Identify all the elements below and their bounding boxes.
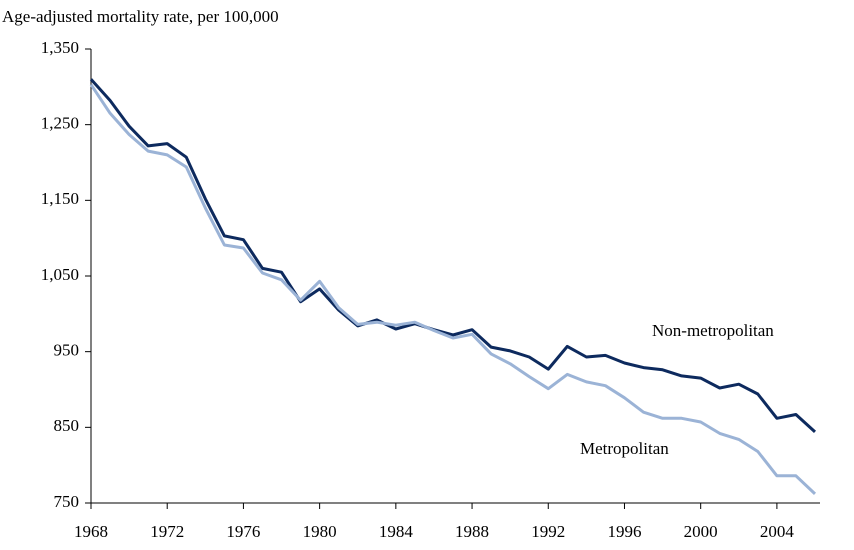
x-tick-label: 1972 bbox=[150, 522, 184, 541]
series-line bbox=[89, 83, 817, 495]
x-tick-label: 2000 bbox=[684, 522, 718, 541]
y-tick-label: 1,350 bbox=[41, 38, 79, 57]
x-tick-label: 1980 bbox=[303, 522, 337, 541]
x-tick-label: 1992 bbox=[531, 522, 565, 541]
series-label: Metropolitan bbox=[580, 439, 669, 458]
x-tick-label: 1988 bbox=[455, 522, 489, 541]
x-tick-label: 1984 bbox=[379, 522, 414, 541]
y-tick-label: 1,150 bbox=[41, 189, 79, 208]
x-tick-label: 1968 bbox=[74, 522, 108, 541]
x-tick-label: 1996 bbox=[607, 522, 641, 541]
series-label: Non-metropolitan bbox=[652, 321, 774, 340]
x-tick-label: 1976 bbox=[226, 522, 260, 541]
y-tick-label: 850 bbox=[54, 416, 80, 435]
x-tick-label: 2004 bbox=[760, 522, 795, 541]
y-tick-label: 750 bbox=[54, 492, 80, 511]
series-line bbox=[89, 78, 817, 434]
y-tick-label: 950 bbox=[54, 341, 80, 360]
y-tick-label: 1,250 bbox=[41, 114, 79, 133]
y-tick-label: 1,050 bbox=[41, 265, 79, 284]
chart-title: Age-adjusted mortality rate, per 100,000 bbox=[2, 7, 279, 26]
